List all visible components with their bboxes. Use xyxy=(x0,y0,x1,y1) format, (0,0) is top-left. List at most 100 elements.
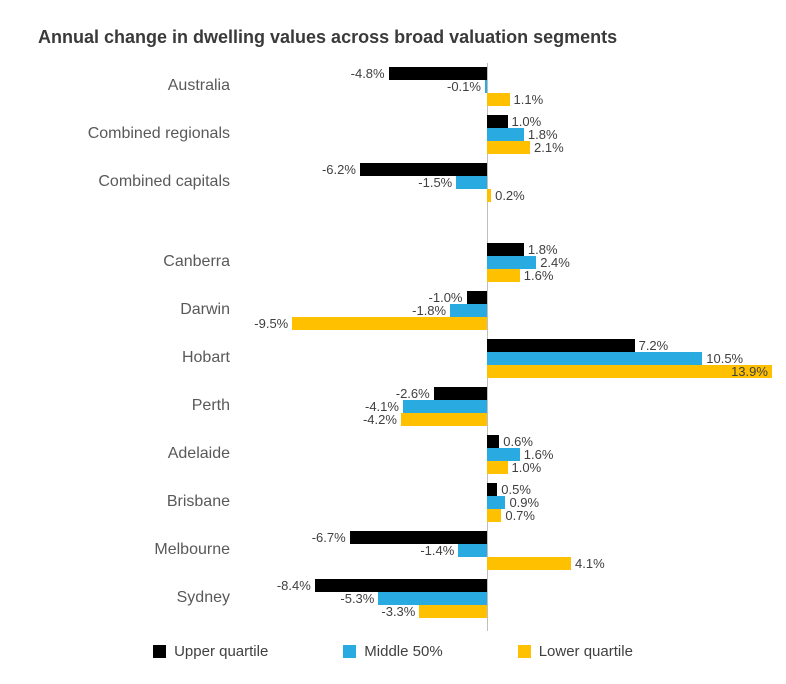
category-row-combined-regionals: Combined regionals 1.0% 1.8% 2.1% xyxy=(0,113,786,155)
bar-group: -6.7% -1.4% 4.1% xyxy=(240,529,786,571)
category-label: Australia xyxy=(167,77,230,94)
value-label: -9.5% xyxy=(254,315,289,331)
category-row-hobart: Hobart 7.2% 10.5% 13.9% xyxy=(0,337,786,379)
category-label: Brisbane xyxy=(166,493,230,510)
bar-group: 1.0% 1.8% 2.1% xyxy=(240,113,786,155)
legend-label: Upper quartile xyxy=(174,642,269,660)
bar-chart: Australia -4.8% -0.1% 1.1% Combined regional… xyxy=(0,62,786,660)
bar-middle-50 xyxy=(487,447,520,461)
category-label: Combined capitals xyxy=(98,173,230,190)
chart-title: Annual change in dwelling values across … xyxy=(38,27,618,47)
value-label: 1.1% xyxy=(513,91,544,107)
bar-upper-quartile xyxy=(487,434,500,448)
bar-upper-quartile xyxy=(314,578,487,592)
bar-middle-50 xyxy=(487,127,524,141)
bar-middle-50 xyxy=(450,303,487,317)
bar-middle-50 xyxy=(456,175,487,189)
bar-group: 0.5% 0.9% 0.7% xyxy=(240,481,786,523)
category-label: Canberra xyxy=(163,253,230,270)
value-label: 10.5% xyxy=(706,350,744,366)
value-label: 1.0% xyxy=(511,459,542,475)
bar-group: -6.2% -1.5% 0.2% xyxy=(240,161,786,203)
value-label: -2.6% xyxy=(395,385,430,401)
value-label: -4.1% xyxy=(364,398,399,414)
bar-group: -1.0% -1.8% -9.5% xyxy=(240,289,786,331)
value-label: -4.8% xyxy=(350,65,385,81)
category-row-australia: Australia -4.8% -0.1% 1.1% xyxy=(0,65,786,107)
bar-lower-quartile xyxy=(487,188,492,202)
legend: Upper quartile Middle 50% Lower quartile xyxy=(0,643,786,660)
bar-lower-quartile xyxy=(487,92,510,106)
value-label: -1.8% xyxy=(412,302,447,318)
bar-lower-quartile xyxy=(419,604,487,618)
category-label: Melbourne xyxy=(154,541,230,558)
bar-upper-quartile xyxy=(487,242,524,256)
bar-upper-quartile xyxy=(349,530,487,544)
bar-lower-quartile xyxy=(487,460,508,474)
legend-item-lower-quartile: Lower quartile xyxy=(517,642,633,660)
value-label: 0.2% xyxy=(495,187,525,203)
category-row-perth: Perth -2.6% -4.1% -4.2% xyxy=(0,385,786,427)
legend-swatch-middle-50 xyxy=(343,644,357,658)
value-label: -1.0% xyxy=(428,289,463,305)
value-label: 7.2% xyxy=(638,337,669,353)
bar-upper-quartile xyxy=(487,114,508,128)
legend-item-middle-50: Middle 50% xyxy=(343,643,443,660)
category-label: Adelaide xyxy=(167,445,230,462)
bar-middle-50 xyxy=(378,591,487,605)
value-label: 1.0% xyxy=(511,113,542,129)
value-label: -4.2% xyxy=(362,411,397,427)
value-label: 1.6% xyxy=(523,446,554,462)
category-row-canberra: Canberra 1.8% 2.4% 1.6% xyxy=(0,242,786,283)
value-label: 0.6% xyxy=(503,433,533,449)
category-row-sydney: Sydney -8.4% -5.3% -3.3% xyxy=(0,577,786,619)
bar-middle-50 xyxy=(487,255,537,269)
value-label: 4.1% xyxy=(575,555,605,571)
bar-middle-50 xyxy=(487,495,506,509)
value-label: -5.3% xyxy=(340,590,375,606)
bar-lower-quartile xyxy=(487,508,502,522)
category-row-combined-capitals: Combined capitals -6.2% -1.5% 0.2% xyxy=(0,161,786,203)
bar-upper-quartile xyxy=(466,290,487,304)
bar-group: -4.8% -0.1% 1.1% xyxy=(240,65,786,107)
category-label: Sydney xyxy=(176,589,230,606)
value-label: 0.5% xyxy=(501,481,531,497)
bar-lower-quartile xyxy=(487,140,531,154)
legend-item-upper-quartile: Upper quartile xyxy=(153,643,268,660)
bar-group: 7.2% 10.5% 13.9% xyxy=(240,337,786,379)
value-label: -6.2% xyxy=(321,161,356,177)
value-label: 1.6% xyxy=(523,267,554,283)
value-label: 0.7% xyxy=(505,507,535,523)
value-label: -1.5% xyxy=(418,174,453,190)
bar-middle-50 xyxy=(487,351,703,365)
bar-group: -2.6% -4.1% -4.2% xyxy=(240,385,786,427)
value-label: -8.4% xyxy=(276,577,311,593)
category-label: Hobart xyxy=(181,349,230,366)
category-label: Darwin xyxy=(180,301,230,318)
value-label: -3.3% xyxy=(381,603,416,619)
bar-middle-50 xyxy=(484,79,487,93)
value-label: 13.9% xyxy=(731,363,768,379)
bar-upper-quartile xyxy=(433,386,487,400)
value-label: 2.4% xyxy=(540,254,570,270)
legend-swatch-upper-quartile xyxy=(153,644,167,658)
category-label: Perth xyxy=(191,397,230,414)
category-row-adelaide: Adelaide 0.6% 1.6% 1.0% xyxy=(0,433,786,475)
bar-lower-quartile xyxy=(487,364,772,378)
value-label: 2.1% xyxy=(534,139,564,155)
bar-lower-quartile xyxy=(487,556,572,570)
bar-group: 1.8% 2.4% 1.6% xyxy=(240,242,786,283)
bar-lower-quartile xyxy=(487,268,520,282)
category-row-melbourne: Melbourne -6.7% -1.4% 4.1% xyxy=(0,529,786,571)
value-label: -0.1% xyxy=(446,78,481,94)
plot-area: Australia -4.8% -0.1% 1.1% Combined regional… xyxy=(0,62,786,631)
value-label: 0.9% xyxy=(509,494,540,510)
value-label: -6.7% xyxy=(311,529,346,545)
legend-label: Lower quartile xyxy=(538,642,633,660)
bar-middle-50 xyxy=(402,399,487,413)
legend-swatch-lower-quartile xyxy=(517,644,531,658)
bar-lower-quartile xyxy=(292,316,487,330)
category-label: Combined regionals xyxy=(87,125,230,142)
bar-lower-quartile xyxy=(400,412,487,426)
